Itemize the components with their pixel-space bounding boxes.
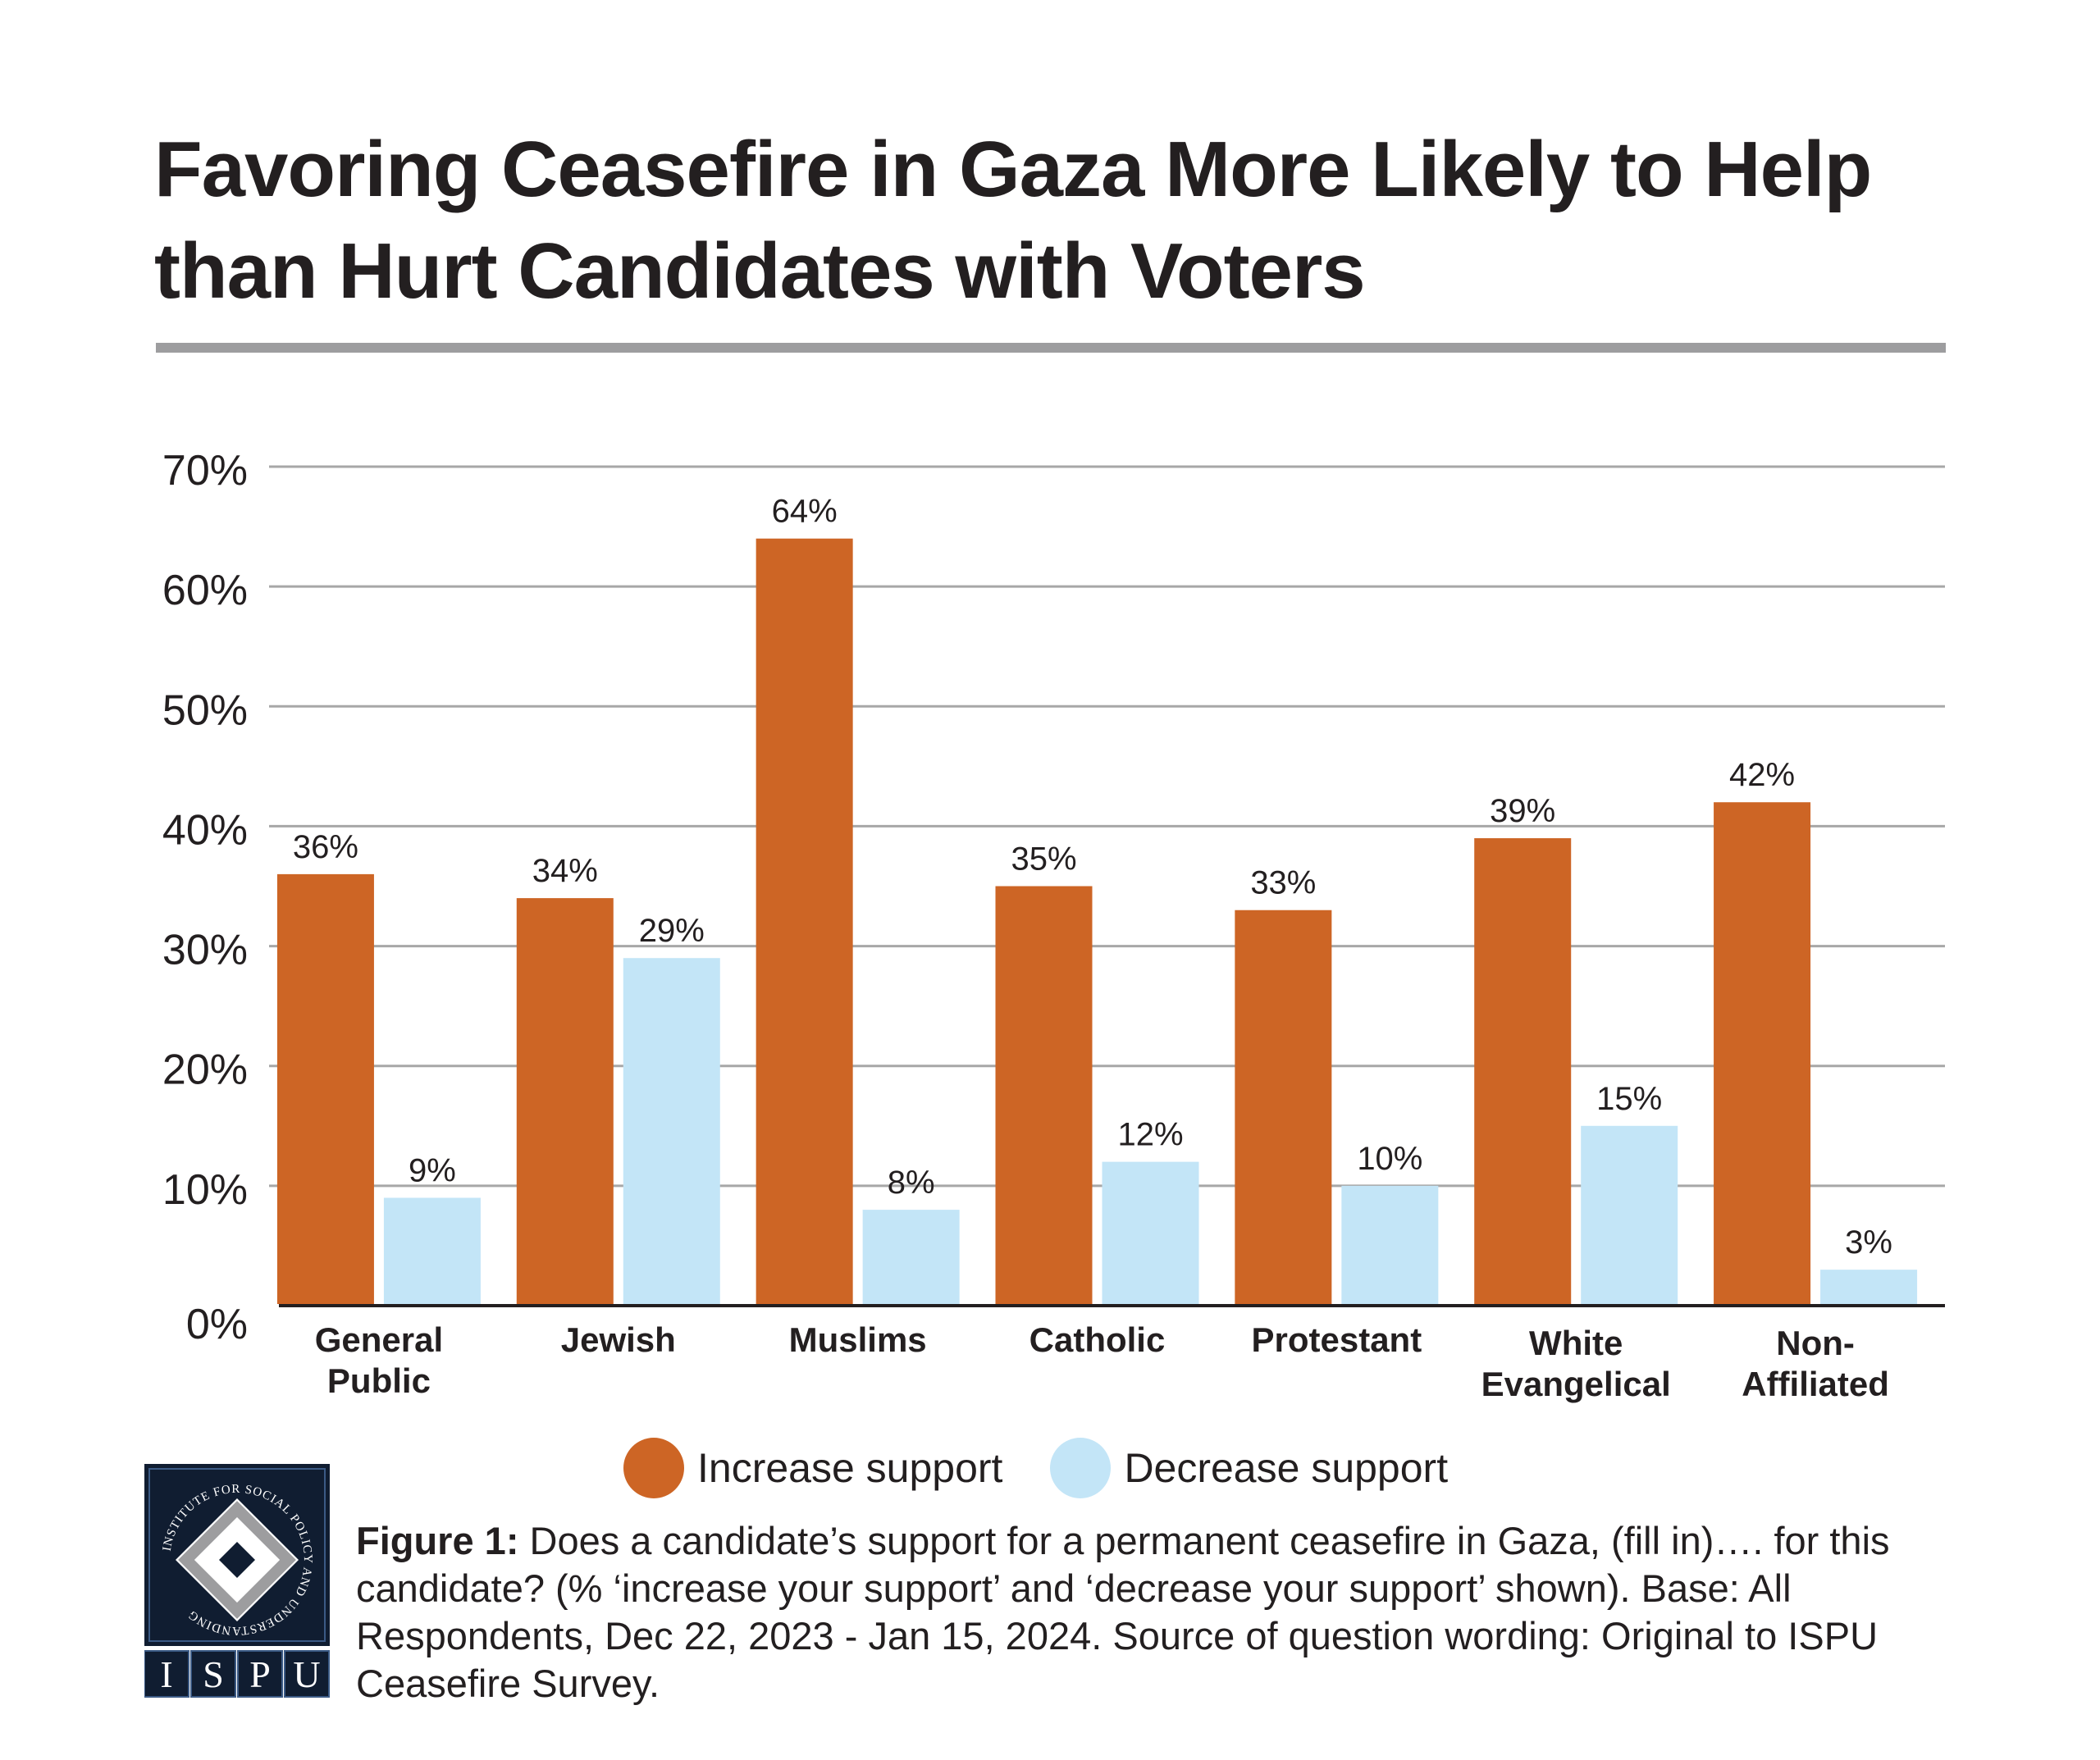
y-tick-label: 10% — [162, 1166, 248, 1214]
x-tick-label: Catholic — [1029, 1320, 1166, 1359]
logo-letter: U — [293, 1653, 320, 1695]
bar-increase — [1235, 910, 1332, 1304]
data-label: 39% — [1490, 793, 1555, 829]
y-tick-label: 70% — [162, 447, 248, 495]
y-tick-label: 40% — [162, 806, 248, 854]
bar-decrease — [623, 958, 720, 1304]
x-tick-label: Public — [327, 1361, 431, 1400]
legend-swatch-decrease — [1050, 1438, 1112, 1498]
y-tick-label: 50% — [162, 686, 248, 734]
chart-title: Favoring Ceasefire in Gaza More Likely t… — [154, 119, 2000, 322]
data-label: 8% — [888, 1165, 935, 1201]
legend-item-decrease: Decrease support — [1050, 1438, 1448, 1498]
y-tick-label: 20% — [162, 1046, 248, 1094]
bar-increase — [516, 898, 614, 1304]
x-tick-label: Evangelical — [1481, 1365, 1671, 1403]
logo-letter-box — [237, 1650, 283, 1698]
data-label: 3% — [1845, 1224, 1892, 1261]
y-tick-label: 0% — [186, 1301, 248, 1348]
data-label: 9% — [409, 1152, 456, 1188]
x-tick-label: White — [1529, 1324, 1623, 1362]
logo-letter-box — [144, 1650, 189, 1698]
bar-decrease — [1581, 1125, 1678, 1304]
bar-decrease — [862, 1210, 960, 1304]
x-tick-label: Jewish — [561, 1320, 676, 1359]
chart-title-line-1: Favoring Ceasefire in Gaza More Likely t… — [154, 125, 1872, 213]
bar-increase — [276, 873, 374, 1304]
x-tick-label: Non- — [1776, 1324, 1855, 1362]
logo-letter-box — [284, 1650, 330, 1698]
title-divider — [156, 343, 1946, 353]
data-label: 42% — [1729, 757, 1795, 793]
bar-decrease — [1102, 1161, 1199, 1304]
y-tick-label: 60% — [162, 567, 248, 614]
logo-diamond-icon — [176, 1498, 299, 1621]
bar-decrease — [1341, 1185, 1439, 1304]
data-label: 15% — [1596, 1081, 1662, 1117]
caption-text: Does a candidate’s support for a permane… — [356, 1519, 1890, 1705]
bar-decrease — [1820, 1270, 1918, 1304]
legend-item-increase: Increase support — [623, 1438, 1002, 1498]
logo-letter: I — [160, 1653, 172, 1695]
logo-border — [148, 1468, 326, 1642]
legend-label-decrease: Decrease support — [1124, 1445, 1449, 1491]
logo-letter: P — [249, 1653, 271, 1695]
data-label: 12% — [1117, 1117, 1183, 1153]
data-label: 29% — [639, 913, 705, 949]
bars — [276, 538, 1918, 1304]
y-axis-ticks: 0% 10% 20% 30% 40% 50% 60% 70% — [162, 447, 248, 1348]
ispu-logo: INSTITUTE FOR SOCIAL POLICY AND UNDERSTA… — [144, 1464, 330, 1698]
caption-lead: Figure 1: — [356, 1519, 519, 1562]
data-label: 36% — [293, 829, 358, 865]
x-tick-label: Affiliated — [1742, 1365, 1889, 1403]
bar-increase — [995, 886, 1093, 1304]
legend-swatch-increase — [623, 1438, 684, 1498]
bar-decrease — [383, 1197, 481, 1304]
data-labels: 36% 9% 34% 29% 64% 8% 35% 12% 33% 10% 39% 15% 42% 3% — [293, 494, 1892, 1261]
legend-label-increase: Increase support — [697, 1445, 1003, 1491]
x-tick-label: General — [315, 1320, 443, 1359]
data-label: 10% — [1357, 1141, 1422, 1177]
x-tick-label: Muslims — [789, 1320, 927, 1359]
data-label: 64% — [772, 494, 838, 530]
chart-title-line-2: than Hurt Candidates with Voters — [154, 227, 1366, 315]
data-label: 35% — [1011, 841, 1076, 878]
y-tick-label: 30% — [162, 927, 248, 974]
x-tick-label: Protestant — [1252, 1320, 1422, 1359]
bar-increase — [1714, 802, 1811, 1304]
data-label: 33% — [1250, 865, 1316, 901]
figure-caption: Figure 1: Does a candidate’s support for… — [356, 1517, 1997, 1708]
bar-increase — [1474, 838, 1572, 1304]
bar-increase — [756, 538, 853, 1304]
data-label: 34% — [532, 853, 598, 889]
legend: Increase support Decrease support — [623, 1431, 1495, 1505]
logo-letter: S — [203, 1653, 224, 1695]
logo-letter-box — [190, 1650, 236, 1698]
